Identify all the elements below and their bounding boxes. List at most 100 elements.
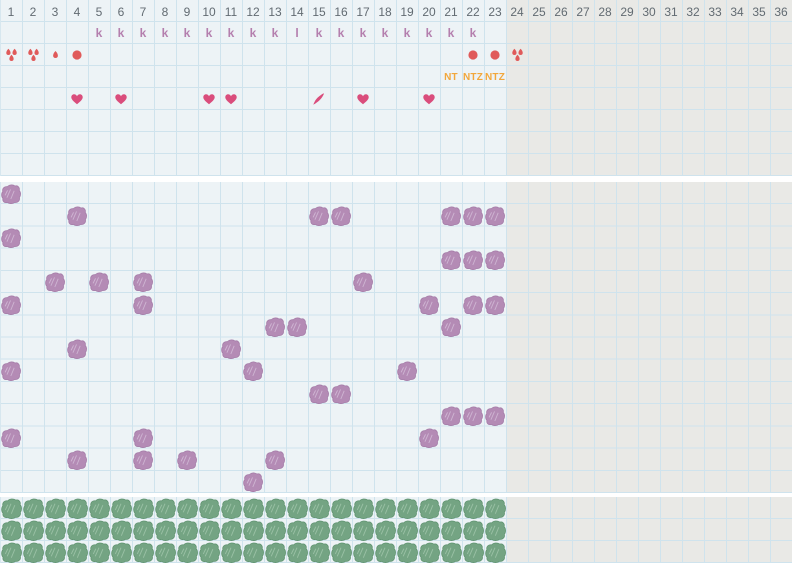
intercourse-entry[interactable] xyxy=(418,88,440,110)
filled-mark[interactable] xyxy=(440,541,462,563)
day-number[interactable]: 33 xyxy=(708,4,722,19)
observation-mark[interactable] xyxy=(308,382,330,404)
intercourse-entry[interactable] xyxy=(110,88,132,110)
bleeding-entry-light[interactable] xyxy=(44,44,66,66)
observation-mark[interactable] xyxy=(418,427,440,449)
filled-mark[interactable] xyxy=(132,541,154,563)
observation-mark[interactable] xyxy=(396,360,418,382)
filled-mark[interactable] xyxy=(396,541,418,563)
day-number[interactable]: 26 xyxy=(554,4,568,19)
observation-mark[interactable] xyxy=(0,227,22,249)
observation-mark[interactable] xyxy=(242,471,264,493)
observation-mark[interactable] xyxy=(0,294,22,316)
filled-mark[interactable] xyxy=(198,497,220,519)
observation-mark[interactable] xyxy=(308,205,330,227)
observation-mark[interactable] xyxy=(462,205,484,227)
filled-mark[interactable] xyxy=(352,519,374,541)
filled-mark[interactable] xyxy=(374,541,396,563)
day-number[interactable]: 9 xyxy=(183,4,191,19)
observation-mark[interactable] xyxy=(484,205,506,227)
bleeding-entry-heavy[interactable] xyxy=(0,44,22,66)
filled-mark[interactable] xyxy=(462,541,484,563)
day-number[interactable]: 1 xyxy=(7,4,15,19)
filled-mark[interactable] xyxy=(264,541,286,563)
filled-mark[interactable] xyxy=(132,497,154,519)
intercourse-entry[interactable] xyxy=(66,88,88,110)
observation-mark[interactable] xyxy=(484,405,506,427)
observation-mark[interactable] xyxy=(440,405,462,427)
filled-mark[interactable] xyxy=(242,519,264,541)
filled-mark[interactable] xyxy=(66,519,88,541)
observation-mark[interactable] xyxy=(0,183,22,205)
filled-mark[interactable] xyxy=(374,497,396,519)
day-number[interactable]: 22 xyxy=(466,4,480,19)
day-number[interactable]: 10 xyxy=(202,4,216,19)
observation-mark[interactable] xyxy=(66,205,88,227)
filled-mark[interactable] xyxy=(396,519,418,541)
filled-mark[interactable] xyxy=(220,497,242,519)
observation-mark[interactable] xyxy=(440,205,462,227)
mucus-code-entry[interactable]: k xyxy=(183,26,191,40)
mucus-code-entry[interactable]: k xyxy=(161,26,169,40)
note-entry[interactable] xyxy=(308,88,330,110)
mucus-code-entry[interactable]: k xyxy=(315,26,323,40)
bleeding-entry-heavy[interactable] xyxy=(22,44,44,66)
day-number[interactable]: 24 xyxy=(510,4,524,19)
filled-mark[interactable] xyxy=(418,541,440,563)
filled-mark[interactable] xyxy=(44,497,66,519)
observation-mark[interactable] xyxy=(286,316,308,338)
filled-mark[interactable] xyxy=(22,497,44,519)
filled-mark[interactable] xyxy=(286,541,308,563)
filled-mark[interactable] xyxy=(264,519,286,541)
filled-mark[interactable] xyxy=(286,519,308,541)
filled-mark[interactable] xyxy=(330,519,352,541)
observation-mark[interactable] xyxy=(132,271,154,293)
filled-mark[interactable] xyxy=(242,541,264,563)
filled-mark[interactable] xyxy=(330,541,352,563)
observation-mark[interactable] xyxy=(132,294,154,316)
filled-mark[interactable] xyxy=(484,497,506,519)
day-number[interactable]: 8 xyxy=(161,4,169,19)
day-number[interactable]: 36 xyxy=(774,4,788,19)
filled-mark[interactable] xyxy=(330,497,352,519)
day-number[interactable]: 20 xyxy=(422,4,436,19)
filled-mark[interactable] xyxy=(176,541,198,563)
mucus-code-entry[interactable]: k xyxy=(227,26,235,40)
mucus-code-entry[interactable]: k xyxy=(271,26,279,40)
filled-mark[interactable] xyxy=(308,497,330,519)
mucus-code-entry[interactable]: k xyxy=(425,26,433,40)
filled-mark[interactable] xyxy=(66,541,88,563)
intercourse-entry[interactable] xyxy=(198,88,220,110)
mucus-code-entry[interactable]: l xyxy=(295,26,299,40)
day-number[interactable]: 19 xyxy=(400,4,414,19)
filled-mark[interactable] xyxy=(44,541,66,563)
observation-mark[interactable] xyxy=(132,449,154,471)
filled-mark[interactable] xyxy=(88,541,110,563)
observation-mark[interactable] xyxy=(0,427,22,449)
observation-mark[interactable] xyxy=(88,271,110,293)
filled-mark[interactable] xyxy=(198,541,220,563)
filled-mark[interactable] xyxy=(374,519,396,541)
mucus-code-entry[interactable]: k xyxy=(139,26,147,40)
day-number[interactable]: 34 xyxy=(730,4,744,19)
filled-mark[interactable] xyxy=(440,519,462,541)
mucus-code-entry[interactable]: k xyxy=(447,26,455,40)
filled-mark[interactable] xyxy=(308,519,330,541)
mucus-code-entry[interactable]: k xyxy=(249,26,257,40)
mucus-code-entry[interactable]: k xyxy=(95,26,103,40)
test-label[interactable]: NTZ xyxy=(462,71,484,83)
filled-mark[interactable] xyxy=(22,541,44,563)
filled-mark[interactable] xyxy=(110,541,132,563)
filled-mark[interactable] xyxy=(286,497,308,519)
day-number[interactable]: 11 xyxy=(224,4,238,19)
observation-mark[interactable] xyxy=(484,249,506,271)
filled-mark[interactable] xyxy=(110,497,132,519)
filled-mark[interactable] xyxy=(22,519,44,541)
day-number[interactable]: 29 xyxy=(620,4,634,19)
filled-mark[interactable] xyxy=(220,519,242,541)
intercourse-entry[interactable] xyxy=(220,88,242,110)
observation-mark[interactable] xyxy=(66,449,88,471)
observation-mark[interactable] xyxy=(44,271,66,293)
filled-mark[interactable] xyxy=(198,519,220,541)
filled-mark[interactable] xyxy=(352,497,374,519)
